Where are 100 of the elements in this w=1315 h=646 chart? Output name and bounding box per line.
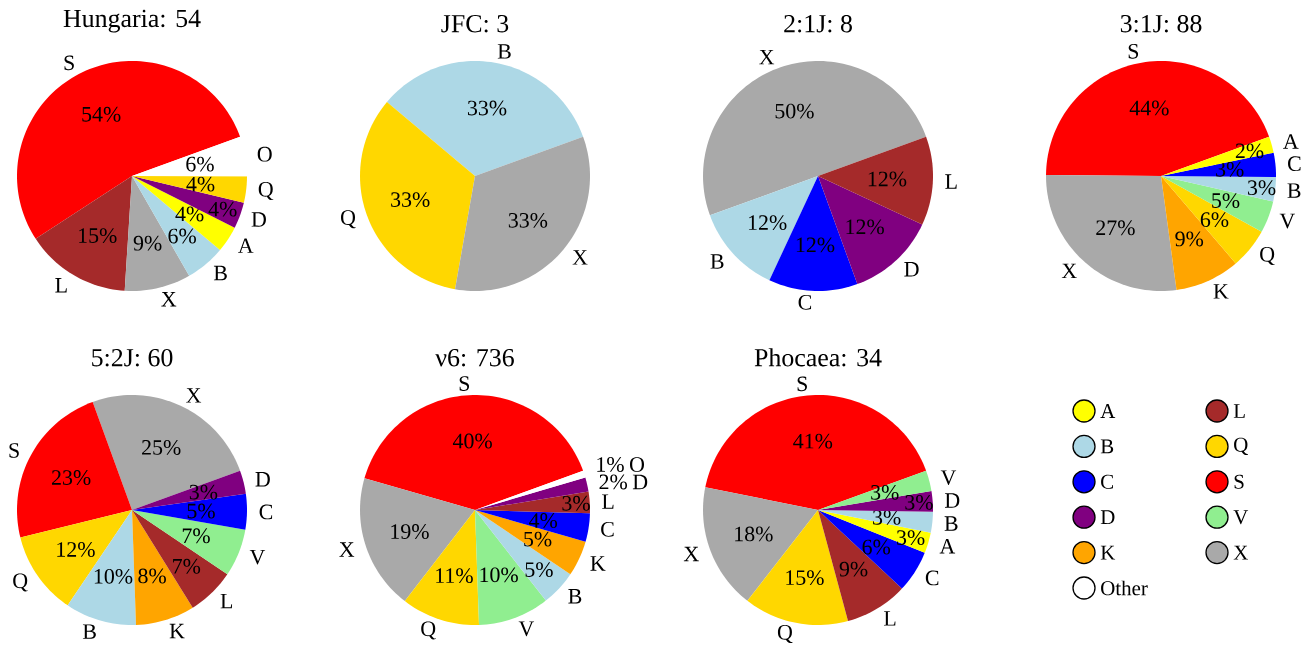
data-label: 27% — [1096, 220, 1135, 236]
slice-label: C — [798, 295, 812, 310]
slice-label: A — [238, 238, 254, 253]
slice-label: S — [64, 55, 74, 71]
slice-label: Q — [777, 624, 793, 644]
data-label: 6% — [1200, 212, 1229, 228]
slice-label: X — [339, 542, 355, 557]
data-label: 15% — [786, 570, 824, 586]
slice-label: A — [1283, 134, 1299, 149]
category-label: C — [1101, 474, 1114, 489]
data-label: 2% — [599, 474, 628, 490]
category-label: S — [1234, 474, 1244, 489]
data-label: 9% — [839, 561, 868, 577]
slice-label: X — [683, 546, 699, 562]
slice-label: L — [55, 278, 67, 293]
data-label: 3% — [897, 530, 925, 546]
data-label: 9% — [1175, 231, 1204, 247]
data-label: 8% — [138, 568, 166, 584]
data-label: 3% — [905, 494, 933, 510]
category-label: Q — [1234, 437, 1248, 456]
slice-label: D — [255, 472, 270, 487]
data-label: 12% — [57, 542, 95, 557]
data-label: 12% — [748, 215, 787, 231]
category-label: Other — [1101, 580, 1148, 596]
chart-title: 2:1J: 8 — [784, 14, 852, 33]
slice-label: Q — [421, 621, 436, 640]
slice-label: V — [518, 621, 535, 637]
data-label: 3% — [871, 484, 899, 500]
data-label: 18% — [735, 526, 773, 542]
slice-label: L — [945, 174, 957, 189]
data-label: 33% — [467, 100, 507, 116]
slice-label: Q — [1260, 246, 1275, 265]
data-label: 11% — [436, 568, 473, 584]
slice-label: B — [82, 624, 96, 639]
slice-label: L — [602, 494, 614, 509]
slice-label: D — [251, 212, 266, 227]
slice-label: V — [1279, 213, 1295, 229]
slice-label: Q — [258, 181, 274, 200]
slice-label: L — [883, 611, 896, 626]
slice-label: X — [1061, 263, 1077, 279]
slice-label: X — [572, 250, 588, 265]
slice-label: Q — [341, 210, 356, 229]
data-label: 3% — [562, 495, 590, 511]
data-label: 6% — [862, 539, 891, 555]
data-label: 12% — [868, 171, 907, 187]
data-label: 3% — [873, 509, 901, 525]
chart-title: 3:1J: 88 — [1120, 14, 1202, 33]
chart-title: JFC: 3 — [441, 14, 509, 33]
category-label: K — [1100, 545, 1116, 560]
category-label: B — [1100, 439, 1114, 454]
slice-label: S — [797, 376, 807, 392]
slice-label: X — [161, 292, 177, 307]
slice-label: C — [601, 521, 614, 537]
data-label: 44% — [1129, 100, 1169, 116]
data-label: 3% — [1247, 180, 1276, 196]
chart-title: Hungaria: 54 — [63, 9, 201, 33]
data-label: 4% — [175, 206, 204, 222]
data-label: 25% — [142, 440, 181, 455]
data-label: 15% — [79, 228, 117, 244]
category-label: A — [1100, 404, 1116, 418]
data-label: 40% — [452, 433, 492, 449]
data-label: 12% — [796, 237, 835, 253]
data-label: 5% — [1212, 193, 1240, 208]
slice-label: D — [904, 262, 919, 277]
slice-label: O — [257, 146, 272, 162]
data-label: 5% — [525, 562, 553, 578]
data-label: 54% — [82, 106, 121, 122]
category-label: L — [1233, 404, 1245, 418]
data-label: 41% — [793, 433, 833, 449]
data-label: 4% — [208, 201, 237, 217]
slice-label: X — [759, 49, 775, 65]
slice-label: V — [249, 549, 266, 565]
slice-label: O — [629, 457, 645, 472]
slice-label: B — [497, 44, 511, 59]
data-label: 5% — [187, 503, 215, 519]
data-label: 12% — [846, 219, 884, 235]
slice-label: D — [632, 474, 648, 490]
slice-label: C — [259, 504, 273, 520]
data-label: 5% — [524, 531, 552, 547]
data-label: 6% — [168, 228, 196, 244]
data-label: 7% — [173, 558, 201, 574]
data-label: 2% — [1235, 143, 1264, 159]
slice-label: L — [220, 593, 233, 609]
data-label: 4% — [186, 176, 215, 192]
slice-label: S — [9, 443, 19, 458]
data-label: 7% — [182, 528, 210, 544]
chart-title: 5:2J: 60 — [92, 348, 173, 367]
slice-label: B — [710, 254, 724, 269]
data-label: 50% — [775, 103, 814, 119]
data-label: 9% — [133, 235, 162, 251]
data-label: 6% — [186, 156, 214, 172]
data-label: 4% — [529, 513, 558, 528]
slice-label: B — [213, 265, 227, 281]
slice-label: V — [940, 470, 957, 486]
slice-label: K — [1213, 284, 1229, 299]
slice-label: K — [169, 623, 185, 639]
slice-label: S — [1128, 43, 1139, 59]
slice-label: C — [925, 570, 939, 586]
category-label: V — [1233, 510, 1249, 525]
category-label: D — [1100, 510, 1115, 525]
